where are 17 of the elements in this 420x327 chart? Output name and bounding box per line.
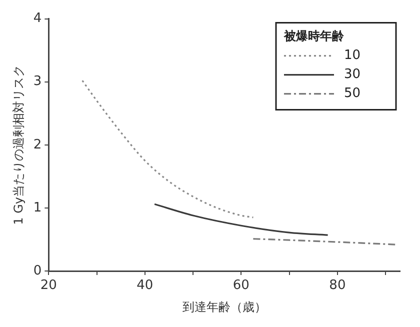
x-tick-label: 60 xyxy=(232,278,250,294)
x-tick-label: 20 xyxy=(40,278,57,294)
y-axis-title: 1 Gy当たりの過剰相対リスク xyxy=(11,64,26,225)
legend-title: 被爆時年齢 xyxy=(283,28,345,43)
legend-label: 30 xyxy=(344,67,361,82)
legend-label: 50 xyxy=(344,86,361,102)
y-tick-label: 4 xyxy=(33,11,42,26)
y-tick-label: 1 xyxy=(33,200,42,216)
y-tick-label: 0 xyxy=(33,263,42,278)
x-tick-label: 80 xyxy=(329,278,346,294)
line-series xyxy=(82,80,254,218)
x-axis-title: 到達年齢（歳） xyxy=(182,300,266,314)
y-tick-label: 2 xyxy=(33,137,42,152)
y-tick-label: 3 xyxy=(33,74,42,90)
line-series xyxy=(154,203,329,236)
x-tick-label: 40 xyxy=(136,278,154,294)
legend-label: 10 xyxy=(344,48,361,64)
